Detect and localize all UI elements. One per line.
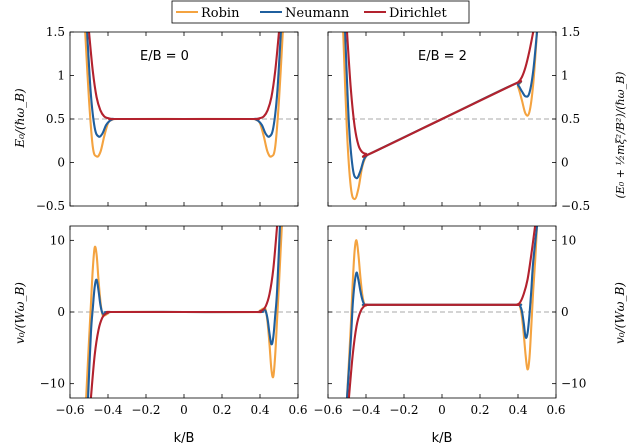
panel-title-right: E/B = 2 bbox=[418, 49, 467, 64]
y-tick-label: −0.5 bbox=[561, 199, 590, 213]
series-group bbox=[342, 32, 539, 201]
x-tick-label: 0 bbox=[438, 403, 446, 417]
panel-bottom-left: −0.6 −0.4 −0.2 0 0.2 0.4 0.6 −10 0 10 bbox=[40, 225, 308, 417]
x-tick-label: −0.6 bbox=[313, 403, 342, 417]
panel-top-right: −0.5 0 0.5 1 1.5 bbox=[327, 25, 590, 213]
ylabel-bottom-left: v₀/(Wω_B) bbox=[13, 282, 27, 344]
y-tick-label: 0 bbox=[561, 156, 569, 170]
legend: Robin Neumann Dirichlet bbox=[171, 0, 470, 24]
y-tick-label: 0 bbox=[57, 305, 65, 319]
series-line-dirichlet bbox=[345, 32, 535, 158]
y-tick-label: 1 bbox=[561, 69, 569, 83]
series-line-neumann bbox=[86, 32, 282, 138]
y-tick-label: −10 bbox=[561, 377, 586, 391]
series-line-dirichlet bbox=[87, 32, 281, 121]
series-group bbox=[345, 226, 539, 398]
x-tick-label: −0.4 bbox=[93, 403, 123, 417]
x-tick-label: −0.2 bbox=[389, 403, 418, 417]
ylabel-bottom-right: v₀/(Wω_B) bbox=[613, 282, 627, 344]
y-tick-label: 0.5 bbox=[561, 112, 580, 126]
y-tick-label: 1.5 bbox=[46, 25, 65, 39]
y-tick-label: 1.5 bbox=[561, 25, 580, 39]
y-tick-label: 10 bbox=[561, 233, 576, 247]
legend-label-dirichlet: Dirichlet bbox=[389, 6, 447, 21]
series-group bbox=[84, 32, 284, 158]
series-line-dirichlet bbox=[347, 226, 537, 398]
x-tick-label: −0.2 bbox=[131, 403, 160, 417]
xlabel-left: k/B bbox=[174, 431, 195, 446]
series-line-dirichlet bbox=[89, 226, 279, 398]
x-tick-label: 0.4 bbox=[250, 403, 269, 417]
y-tick-label: 1 bbox=[57, 69, 65, 83]
ylabel-top-left: E₀/(ℏω_B) bbox=[13, 88, 27, 149]
legend-label-robin: Robin bbox=[201, 6, 240, 21]
legend-box bbox=[171, 0, 470, 24]
panel-title-left: E/B = 0 bbox=[140, 49, 189, 64]
y-tick-label: 0 bbox=[561, 305, 569, 319]
series-group bbox=[85, 226, 283, 398]
y-tick-label: 10 bbox=[50, 233, 65, 247]
legend-label-neumann: Neumann bbox=[285, 6, 350, 21]
y-tick-label: 0 bbox=[57, 156, 65, 170]
x-tick-label: 0.2 bbox=[212, 403, 231, 417]
x-tick-label: 0.6 bbox=[288, 403, 307, 417]
panel-bottom-right: −0.6 −0.4 −0.2 0 0.2 0.4 0.6 −10 0 10 bbox=[313, 225, 586, 417]
x-tick-label: 0.4 bbox=[508, 403, 527, 417]
x-tick-label: 0 bbox=[180, 403, 188, 417]
panel-top-left: −0.5 0 0.5 1 1.5 bbox=[36, 25, 299, 213]
y-tick-label: 0.5 bbox=[46, 112, 65, 126]
x-tick-label: 0.6 bbox=[546, 403, 565, 417]
xlabel-right: k/B bbox=[432, 431, 453, 446]
y-tick-label: −10 bbox=[40, 377, 65, 391]
x-tick-label: −0.4 bbox=[351, 403, 381, 417]
x-tick-label: −0.6 bbox=[55, 403, 84, 417]
x-tick-label: 0.2 bbox=[470, 403, 489, 417]
ylabel-top-right: (E₀ + ½mξ²/B²)/(ℏω_B) bbox=[614, 72, 627, 199]
y-tick-label: −0.5 bbox=[36, 199, 65, 213]
